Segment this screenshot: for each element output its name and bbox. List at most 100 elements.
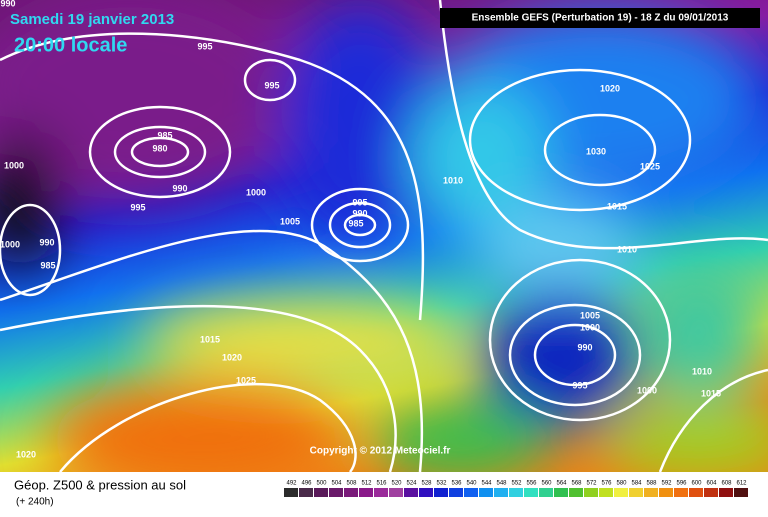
isobar-label: 1020 bbox=[222, 352, 242, 362]
scale-label: 524 bbox=[406, 481, 417, 487]
isobar-label: 1010 bbox=[617, 244, 637, 254]
scale-swatch bbox=[704, 488, 718, 497]
isobar-label: 990 bbox=[0, 0, 15, 8]
scale-swatch bbox=[524, 488, 538, 497]
scale-label: 548 bbox=[496, 481, 507, 487]
isobar-label: 1020 bbox=[16, 449, 36, 459]
scale-swatch bbox=[509, 488, 523, 497]
isobar-label: 1030 bbox=[586, 146, 606, 156]
scale-swatch bbox=[434, 488, 448, 497]
scale-swatch bbox=[344, 488, 358, 497]
scale-swatch bbox=[644, 488, 658, 497]
scale-swatch bbox=[299, 488, 313, 497]
scale-swatch bbox=[554, 488, 568, 497]
isobar-label: 990 bbox=[39, 237, 54, 247]
scale-label: 596 bbox=[676, 481, 687, 487]
scale-swatch bbox=[689, 488, 703, 497]
scale-label: 528 bbox=[421, 481, 432, 487]
scale-swatch bbox=[419, 488, 433, 497]
scale-label: 604 bbox=[706, 481, 717, 487]
scale-label: 540 bbox=[466, 481, 477, 487]
isobar-label: 995 bbox=[572, 380, 587, 390]
scale-label: 564 bbox=[556, 481, 567, 487]
scale-label: 516 bbox=[376, 481, 387, 487]
scale-swatch bbox=[449, 488, 463, 497]
date: Samedi 19 janvier 2013 bbox=[10, 11, 174, 28]
isobar-label: 985 bbox=[348, 218, 363, 228]
scale-label: 560 bbox=[541, 481, 552, 487]
isobars bbox=[0, 0, 768, 472]
scale-swatch bbox=[374, 488, 388, 497]
scale-swatch bbox=[599, 488, 613, 497]
scale-label: 536 bbox=[451, 481, 462, 487]
scale-label: 612 bbox=[736, 481, 747, 487]
scale-swatch bbox=[584, 488, 598, 497]
isobar-label: 1005 bbox=[280, 216, 300, 226]
isobar-label: 995 bbox=[197, 41, 212, 51]
scale-label: 556 bbox=[526, 481, 537, 487]
isobar-label: 985 bbox=[40, 260, 55, 270]
isobar-label: 995 bbox=[352, 197, 367, 207]
footer-lead: (+ 240h) bbox=[16, 497, 54, 508]
isobar-label: 1015 bbox=[701, 388, 721, 398]
isobar-label: 1025 bbox=[236, 375, 256, 385]
isobar-label: 1000 bbox=[637, 385, 657, 395]
time: 20:00 locale bbox=[14, 34, 127, 56]
scale-label: 512 bbox=[361, 481, 372, 487]
scale-label: 568 bbox=[571, 481, 582, 487]
scale-label: 576 bbox=[601, 481, 612, 487]
scale-swatch bbox=[464, 488, 478, 497]
copyright: Copyright © 2012 Meteociel.fr bbox=[310, 446, 451, 457]
isobar-label: 1010 bbox=[443, 175, 463, 185]
isobar-label: 1025 bbox=[640, 161, 660, 171]
scale-swatch bbox=[389, 488, 403, 497]
scale-label: 552 bbox=[511, 481, 522, 487]
scale-swatch bbox=[674, 488, 688, 497]
isobar-label: 990 bbox=[172, 183, 187, 193]
scale-label: 492 bbox=[286, 481, 297, 487]
scale-label: 496 bbox=[301, 481, 312, 487]
scale-label: 572 bbox=[586, 481, 597, 487]
scale-label: 504 bbox=[331, 481, 342, 487]
scale-swatch bbox=[539, 488, 553, 497]
scale-label: 600 bbox=[691, 481, 702, 487]
isobar-label: 980 bbox=[152, 143, 167, 153]
scale-label: 584 bbox=[631, 481, 642, 487]
scale-swatch bbox=[329, 488, 343, 497]
isobar-label: 1020 bbox=[600, 83, 620, 93]
scale-label: 508 bbox=[346, 481, 357, 487]
scale-swatch bbox=[659, 488, 673, 497]
isobar-label: 1000 bbox=[246, 187, 266, 197]
isobar-label: 1005 bbox=[580, 310, 600, 320]
scale-label: 580 bbox=[616, 481, 627, 487]
isobar-label: 1015 bbox=[607, 201, 627, 211]
scale-label: 592 bbox=[661, 481, 672, 487]
scale-label: 532 bbox=[436, 481, 447, 487]
scale-swatch bbox=[479, 488, 493, 497]
isobar-label: 995 bbox=[264, 80, 279, 90]
scale-label: 608 bbox=[721, 481, 732, 487]
color-scale: 492 496 500 504 508 512 516 520 524 528 532 536 540 5… bbox=[284, 481, 748, 497]
scale-swatch bbox=[629, 488, 643, 497]
map: 9909959959859809909951000100010059909851… bbox=[0, 0, 768, 472]
isobar-label: 985 bbox=[157, 130, 172, 140]
scale-label: 588 bbox=[646, 481, 657, 487]
scale-swatch bbox=[404, 488, 418, 497]
isobar-label: 1000 bbox=[4, 160, 24, 170]
scale-swatch bbox=[569, 488, 583, 497]
scale-swatch bbox=[314, 488, 328, 497]
scale-swatch bbox=[734, 488, 748, 497]
isobar-label: 995 bbox=[130, 202, 145, 212]
footer-title: Géop. Z500 & pression au sol bbox=[14, 477, 186, 492]
isobar-label: 1000 bbox=[0, 239, 20, 249]
isobar-label: 990 bbox=[352, 208, 367, 218]
scale-swatch bbox=[494, 488, 508, 497]
scale-swatch bbox=[719, 488, 733, 497]
scale-label: 500 bbox=[316, 481, 327, 487]
isobar-label: 990 bbox=[577, 342, 592, 352]
scale-label: 544 bbox=[481, 481, 492, 487]
isobar-label: 1015 bbox=[200, 334, 220, 344]
isobar-label: 1000 bbox=[580, 322, 600, 332]
scale-swatch bbox=[359, 488, 373, 497]
scale-label: 520 bbox=[391, 481, 402, 487]
